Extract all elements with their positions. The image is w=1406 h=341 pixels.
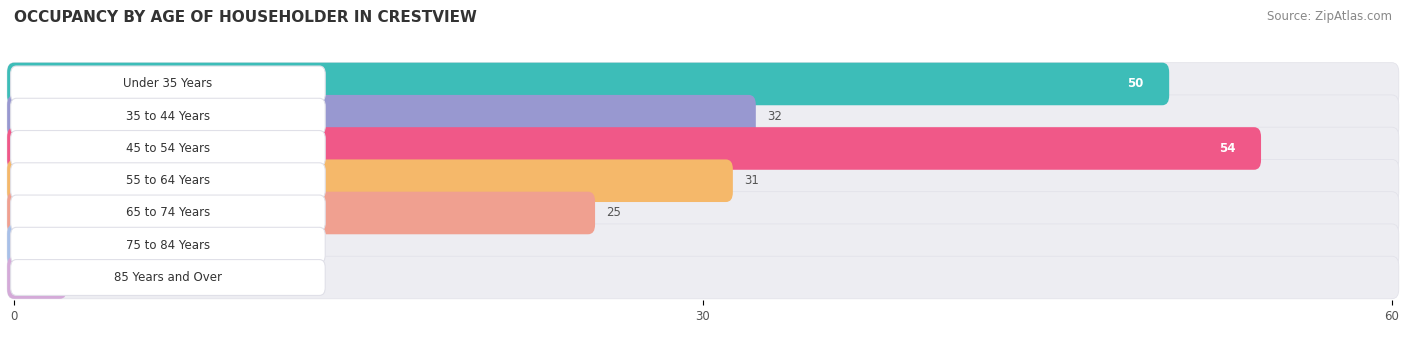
Text: 54: 54 xyxy=(1219,142,1236,155)
Text: 32: 32 xyxy=(768,110,782,123)
Text: 75 to 84 Years: 75 to 84 Years xyxy=(127,239,209,252)
Text: 65 to 74 Years: 65 to 74 Years xyxy=(125,207,209,220)
FancyBboxPatch shape xyxy=(11,163,325,199)
FancyBboxPatch shape xyxy=(7,224,1399,267)
Text: 45 to 54 Years: 45 to 54 Years xyxy=(127,142,209,155)
FancyBboxPatch shape xyxy=(7,63,1399,105)
FancyBboxPatch shape xyxy=(7,95,1399,137)
Text: 25: 25 xyxy=(606,207,621,220)
FancyBboxPatch shape xyxy=(7,160,733,202)
FancyBboxPatch shape xyxy=(11,260,325,295)
FancyBboxPatch shape xyxy=(7,160,1399,202)
FancyBboxPatch shape xyxy=(7,95,756,137)
FancyBboxPatch shape xyxy=(7,192,595,234)
Text: 2: 2 xyxy=(79,271,86,284)
FancyBboxPatch shape xyxy=(7,256,67,299)
FancyBboxPatch shape xyxy=(11,227,325,263)
FancyBboxPatch shape xyxy=(7,192,1399,234)
Text: 10: 10 xyxy=(262,239,277,252)
FancyBboxPatch shape xyxy=(11,98,325,134)
Text: Under 35 Years: Under 35 Years xyxy=(124,77,212,90)
FancyBboxPatch shape xyxy=(7,127,1399,170)
Text: 55 to 64 Years: 55 to 64 Years xyxy=(127,174,209,187)
Text: Source: ZipAtlas.com: Source: ZipAtlas.com xyxy=(1267,10,1392,23)
FancyBboxPatch shape xyxy=(7,256,1399,299)
Text: 35 to 44 Years: 35 to 44 Years xyxy=(127,110,209,123)
FancyBboxPatch shape xyxy=(7,63,1170,105)
FancyBboxPatch shape xyxy=(7,127,1261,170)
Text: 85 Years and Over: 85 Years and Over xyxy=(114,271,222,284)
FancyBboxPatch shape xyxy=(11,66,325,102)
FancyBboxPatch shape xyxy=(11,195,325,231)
Text: 50: 50 xyxy=(1128,77,1144,90)
FancyBboxPatch shape xyxy=(7,224,250,267)
Text: 31: 31 xyxy=(744,174,759,187)
FancyBboxPatch shape xyxy=(11,131,325,166)
Text: OCCUPANCY BY AGE OF HOUSEHOLDER IN CRESTVIEW: OCCUPANCY BY AGE OF HOUSEHOLDER IN CREST… xyxy=(14,10,477,25)
